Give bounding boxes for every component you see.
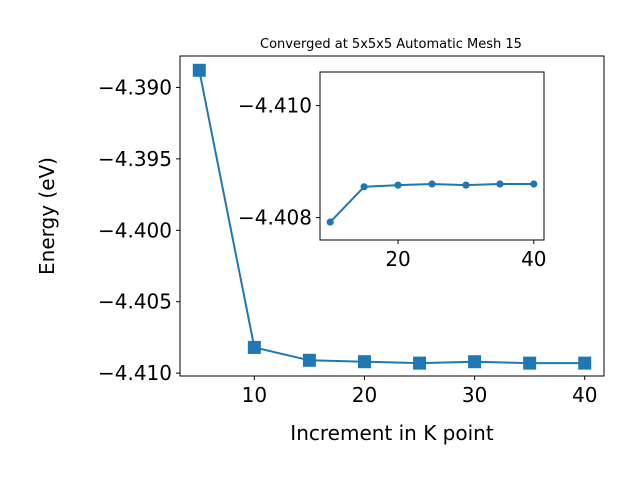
main-data-point — [578, 356, 592, 370]
inset-data-point — [428, 180, 436, 188]
inset-x-axis: 20 40 — [385, 240, 547, 271]
inset-data-point — [496, 180, 504, 188]
main-data-point — [523, 356, 537, 370]
main-y-tick-label: −4.400 — [98, 218, 172, 242]
main-data-point — [192, 63, 206, 77]
main-x-tick-label: 20 — [352, 383, 377, 407]
inset-data-point — [462, 181, 470, 189]
main-data-point — [247, 340, 261, 354]
main-series — [192, 63, 592, 370]
main-y-tick-label: −4.390 — [98, 75, 172, 99]
main-y-tick-label: −4.405 — [98, 290, 172, 314]
inset-x-tick-label: 40 — [521, 247, 546, 271]
inset-x-tick-label: 20 — [385, 247, 410, 271]
inset-series — [326, 180, 538, 226]
main-y-tick-label: −4.395 — [98, 147, 172, 171]
main-y-tick-label: −4.410 — [98, 361, 172, 385]
inset-data-point — [360, 183, 368, 191]
main-series-line — [198, 70, 585, 365]
main-data-point — [468, 355, 482, 369]
main-x-axis: 10 20 30 40 — [242, 376, 597, 407]
inset-y-tick-label: −4.410 — [238, 94, 312, 118]
main-x-tick-label: 40 — [572, 383, 597, 407]
chart-title: Converged at 5x5x5 Automatic Mesh 15 — [260, 37, 522, 52]
main-x-tick-label: 30 — [462, 383, 487, 407]
main-data-point — [302, 353, 316, 367]
inset-data-point — [394, 181, 402, 189]
inset-y-tick-label: −4.408 — [238, 206, 312, 230]
inset-data-point — [326, 218, 334, 226]
inset-y-axis: −4.410 −4.408 — [238, 94, 320, 230]
y-axis-title: Energy (eV) — [35, 157, 59, 275]
main-y-axis: −4.390 −4.395 −4.400 −4.405 −4.410 — [98, 75, 180, 385]
inset-axes: 20 40 −4.410−4.408 — [238, 71, 547, 271]
inset-data-point — [530, 180, 538, 188]
main-data-point — [357, 355, 371, 369]
main-x-tick-label: 10 — [242, 383, 267, 407]
main-data-point — [413, 356, 427, 370]
x-axis-title: Increment in K point — [290, 421, 494, 445]
inset-plot-frame — [319, 71, 545, 241]
